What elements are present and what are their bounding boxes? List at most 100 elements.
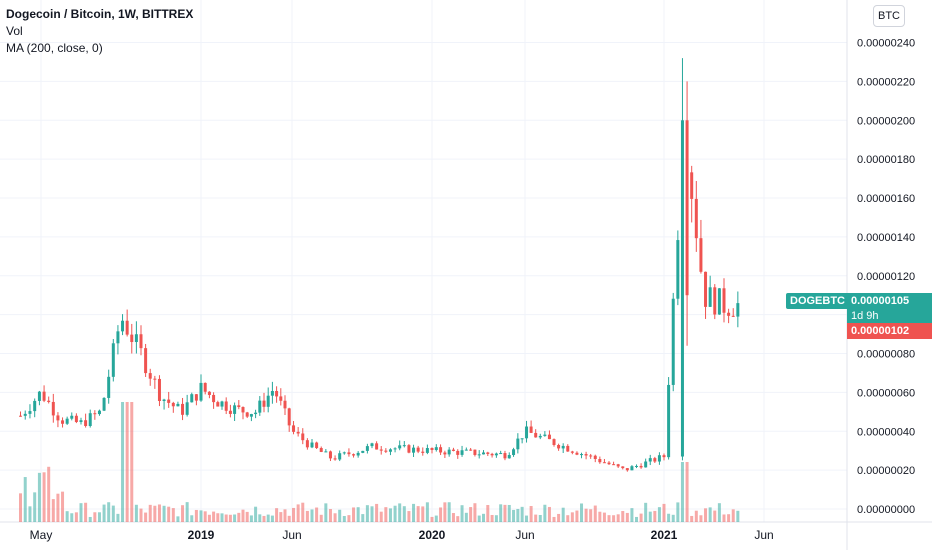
candle-body (134, 334, 138, 343)
volume-bar (333, 513, 337, 522)
volume-bar (708, 507, 712, 522)
candle-body (97, 410, 101, 415)
candle-body (379, 449, 383, 451)
volume-bar (249, 515, 253, 522)
y-tick-label: 0.00000000 (857, 504, 915, 516)
x-tick-label: Jun (282, 528, 301, 542)
volume-bar (139, 508, 143, 522)
candle-body (258, 400, 262, 413)
candle-body (305, 440, 309, 448)
x-tick-label: 2021 (651, 528, 678, 542)
candle-body (157, 378, 161, 401)
candle-body (384, 450, 388, 452)
candle-body (653, 458, 657, 462)
x-tick-label: May (30, 528, 53, 542)
volume-bar (361, 514, 365, 522)
candle-body (212, 394, 216, 403)
volume-bar (65, 511, 69, 522)
candle-body (657, 455, 661, 462)
candle-body (671, 298, 675, 385)
candle-body (644, 461, 648, 468)
candle-body (148, 373, 152, 379)
volume-bar (552, 516, 556, 522)
candle-body (237, 405, 241, 408)
candle-body (65, 418, 69, 424)
candle-body (333, 458, 337, 460)
volume-bar (589, 509, 593, 522)
candle-body (361, 450, 365, 453)
x-tick-label: 2019 (188, 528, 215, 542)
candle-body (639, 465, 643, 468)
candle-body (254, 412, 258, 415)
volume-bar (503, 504, 507, 522)
volume-bar (185, 502, 189, 522)
candle-body (529, 426, 533, 433)
candle-body (731, 315, 735, 317)
y-tick-label: 0.00000060 (857, 387, 915, 399)
volume-bar (460, 505, 464, 522)
candle-body (249, 414, 253, 417)
volume-bar (275, 508, 279, 522)
candle-body (727, 312, 731, 316)
candle-body (194, 394, 198, 401)
volume-bar (690, 515, 694, 522)
candle-body (70, 415, 74, 419)
volume-bar (283, 509, 287, 522)
currency-button[interactable]: BTC (873, 5, 905, 27)
volume-bar (301, 502, 305, 522)
volume-bar (233, 514, 237, 522)
grid-lines (0, 0, 847, 522)
volume-bar (727, 514, 731, 522)
candle-body (736, 303, 740, 317)
volume-bar (464, 512, 468, 522)
candle-body (102, 397, 106, 411)
volume-bar (194, 509, 198, 522)
candle-body (570, 451, 574, 453)
volume-bar (292, 507, 296, 522)
y-tick-label: 0.00000080 (857, 349, 915, 361)
candle-body (301, 433, 305, 441)
volume-bar (630, 508, 634, 522)
volume-bar (375, 503, 379, 522)
candle-body (580, 454, 584, 456)
volume-bar (516, 508, 520, 522)
volume-bar (612, 515, 616, 522)
candle-body (245, 412, 249, 417)
candle-body (625, 468, 629, 471)
volume-bar (667, 513, 671, 522)
candle-body (199, 382, 203, 401)
candle-body (425, 448, 429, 453)
candle-body (51, 401, 55, 416)
volume-bar (512, 509, 516, 522)
volume-bar (190, 515, 194, 522)
volume-bar (310, 509, 314, 522)
volume-bar (279, 512, 283, 522)
volume-bar (593, 505, 597, 522)
volume-bars (19, 402, 740, 522)
volume-bar (19, 493, 22, 522)
candle-body (451, 449, 455, 451)
candle-body (486, 452, 490, 454)
volume-label: Vol (6, 24, 23, 38)
volume-bar (456, 516, 460, 522)
candle-body (42, 391, 46, 401)
candle-body (56, 415, 60, 421)
candle-body (315, 442, 319, 449)
candle-body (447, 449, 451, 455)
volume-bar (499, 504, 503, 522)
horizontal-line-price-tag: 0.00000102 (847, 323, 932, 339)
candle-body (407, 445, 411, 453)
candle-body (310, 442, 314, 448)
volume-bar (167, 506, 171, 522)
candle-body (430, 448, 434, 450)
candle-body (23, 413, 27, 416)
last-price-tag: 0.00000105 (847, 293, 932, 309)
candle-body (111, 343, 115, 377)
candle-body (612, 464, 616, 466)
volume-bar (28, 506, 32, 522)
candle-body (375, 443, 379, 450)
candle-body (167, 399, 171, 403)
candle-body (602, 462, 606, 464)
volume-bar (699, 515, 703, 522)
